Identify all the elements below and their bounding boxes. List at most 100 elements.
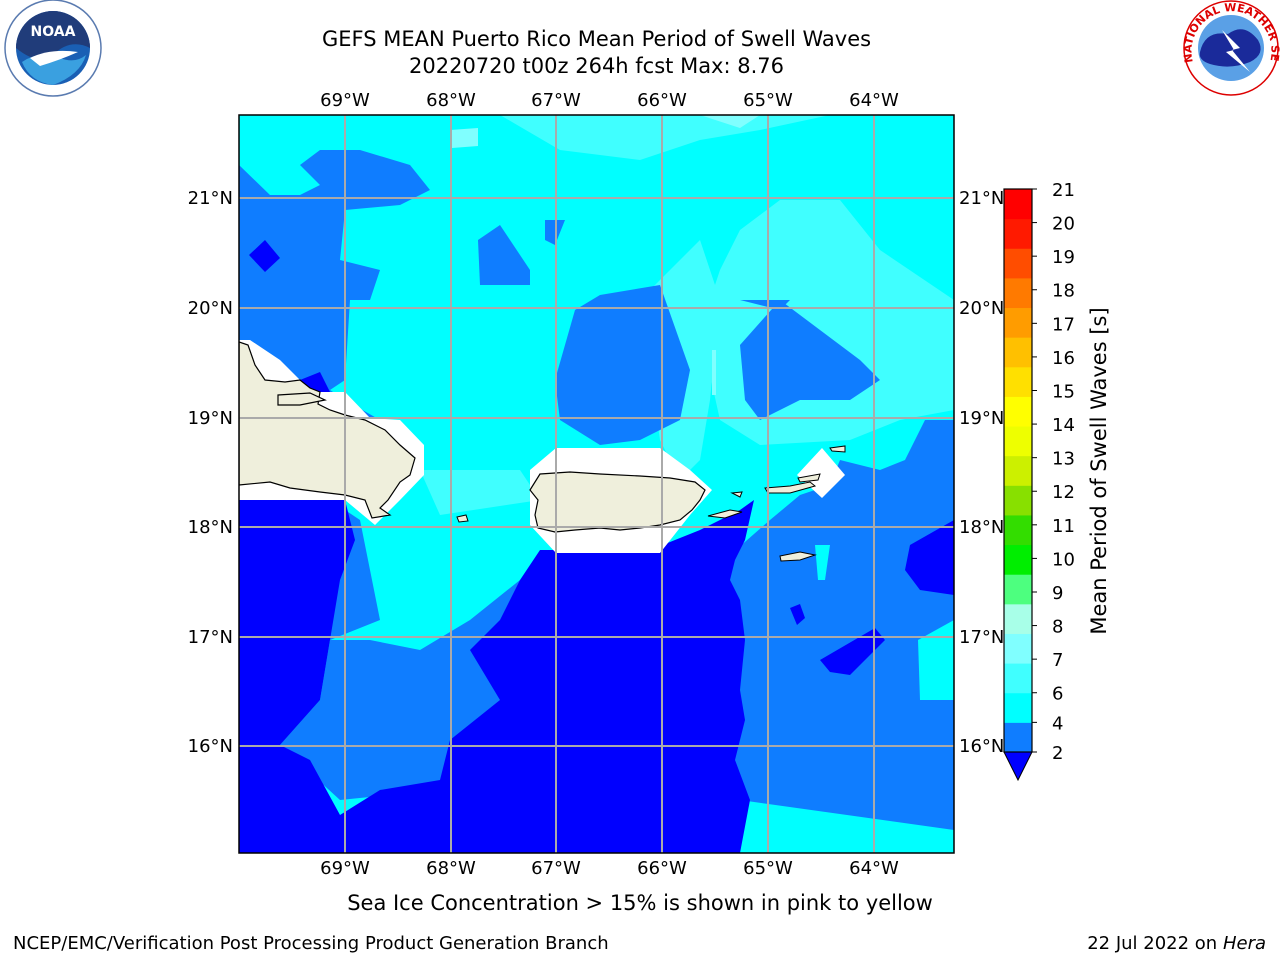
nws-logo-text: NATIONAL WEATHER SERVICE [0,0,1280,64]
colorbar-tick-label: 9 [1052,583,1063,604]
lat-tick-label: 17°N [188,627,233,648]
lon-tick-label: 68°W [426,858,476,879]
lon-tick-label: 64°W [849,90,899,111]
lat-labels-right: 21°N 20°N 19°N 18°N 17°N 16°N [959,188,1004,757]
lon-tick-label: 66°W [637,858,687,879]
field-level-under-2 [239,500,754,853]
land-hispaniola [239,341,416,519]
colorbar-label: Mean Period of Swell Waves [s] [1087,307,1111,634]
land-st-croix [779,551,817,562]
colorbar-tick-label: 8 [1052,617,1063,638]
colorbar-tick-label: 2 [1052,743,1063,764]
noaa-logo-icon: NOAA [4,0,102,97]
chart-title: GEFS MEAN Puerto Rico Mean Period of Swe… [321,27,872,51]
colorbar: 2 4 6 7 8 9 10 11 12 13 14 15 16 17 18 19 20 21 [1003,180,1075,782]
land-hispaniola-bay [277,392,327,406]
colorbar-tick-label: 19 [1052,247,1075,268]
colorbar-swatch [1004,366,1032,397]
map-frame [238,114,955,854]
sea-ice-note: Sea Ice Concentration > 15% is shown in … [347,891,933,915]
colorbar-swatch [1004,248,1032,279]
date-stamp-prefix: 22 Jul 2022 on [1087,933,1223,954]
date-stamp: 22 Jul 2022 on Hera [1087,933,1266,954]
lon-tick-label: 67°W [531,858,581,879]
lat-tick-label: 19°N [188,408,233,429]
lat-tick-label: 16°N [959,736,1004,757]
chart-subtitle: 20220720 t00z 264h fcst Max: 8.76 [409,54,784,78]
field-level-2-4 [478,225,530,285]
field-level-7-8 [712,350,716,395]
nws-logo-icon: NATIONAL WEATHER SERVICE [0,0,1280,96]
field-level-7-8 [450,128,478,148]
lon-tick-label: 68°W [426,90,476,111]
lat-tick-label: 21°N [188,188,233,209]
credit-text: NCEP/EMC/Verification Post Processing Pr… [13,933,609,954]
date-stamp-host: Hera [1222,933,1266,954]
field-level-2-4 [239,150,430,420]
colorbar-tick-label: 18 [1052,281,1075,302]
map-graticule [239,115,954,853]
colorbar-tick-label: 13 [1052,449,1075,470]
field-level-under-2 [820,628,885,675]
colorbar-tick-label: 17 [1052,314,1075,335]
land-vieques [707,509,743,519]
lon-tick-label: 69°W [320,90,370,111]
field-level-under-2 [249,240,280,272]
lat-tick-label: 21°N [959,188,1004,209]
colorbar-tick-label: 11 [1052,516,1075,537]
colorbar-swatch [1004,277,1032,309]
lon-tick-label: 64°W [849,858,899,879]
lon-tick-label: 66°W [637,90,687,111]
lon-tick-label: 65°W [743,90,793,111]
field-level-2-4 [740,300,880,420]
colorbar-tick-label: 14 [1052,415,1075,436]
swell-period-field [239,115,954,853]
colorbar-swatch [1004,218,1032,249]
colorbar-swatch [1004,485,1032,516]
land-virgin-islands-north [797,473,821,483]
field-level-4-6 [815,545,830,580]
field-level-2-4 [280,420,954,830]
colorbar-swatch [1004,396,1032,427]
colorbar-swatch [1004,633,1032,664]
colorbar-tick-label: 20 [1052,214,1075,235]
colorbar-tick-label: 21 [1052,180,1075,201]
colorbar-tick-label: 7 [1052,650,1063,671]
lon-tick-label: 67°W [531,90,581,111]
noaa-logo-text: NOAA [31,24,76,40]
colorbar-swatch [1004,603,1032,634]
lat-tick-label: 20°N [188,298,233,319]
field-level-7-8 [700,115,760,128]
colorbar-tick-label: 16 [1052,348,1075,369]
lon-labels-top: 69°W 68°W 67°W 66°W 65°W 64°W [320,90,899,111]
lon-tick-label: 65°W [743,858,793,879]
lat-tick-label: 16°N [188,736,233,757]
colorbar-swatch [1004,692,1032,723]
lat-tick-label: 18°N [188,517,233,538]
lon-labels-bottom: 69°W 68°W 67°W 66°W 65°W 64°W [320,858,899,879]
colorbar-swatch [1004,337,1032,368]
colorbar-tick-label: 6 [1052,684,1063,705]
lat-labels-left: 21°N 20°N 19°N 18°N 17°N 16°N [188,188,233,757]
colorbar-swatch [1004,574,1032,605]
field-level-2-4 [555,285,690,445]
colorbar-swatch [1004,189,1032,220]
colorbar-tick-label: 10 [1052,549,1075,570]
lat-tick-label: 19°N [959,408,1004,429]
colorbar-frame [1003,188,1033,753]
colorbar-tick-label: 4 [1052,713,1063,734]
colorbar-swatch [1004,544,1032,575]
colorbar-swatch [1004,514,1032,546]
field-level-6-7 [500,115,830,160]
colorbar-swatch [1004,455,1032,486]
land-culebra [730,491,743,498]
lat-tick-label: 17°N [959,627,1004,648]
lat-tick-label: 18°N [959,517,1004,538]
field-level-4-6 [918,620,954,700]
colorbar-swatch [1004,663,1032,694]
field-level-under-2 [790,604,805,625]
colorbar-swatch [1004,722,1032,753]
colorbar-extend-under [1003,751,1033,782]
lon-tick-label: 69°W [320,858,370,879]
